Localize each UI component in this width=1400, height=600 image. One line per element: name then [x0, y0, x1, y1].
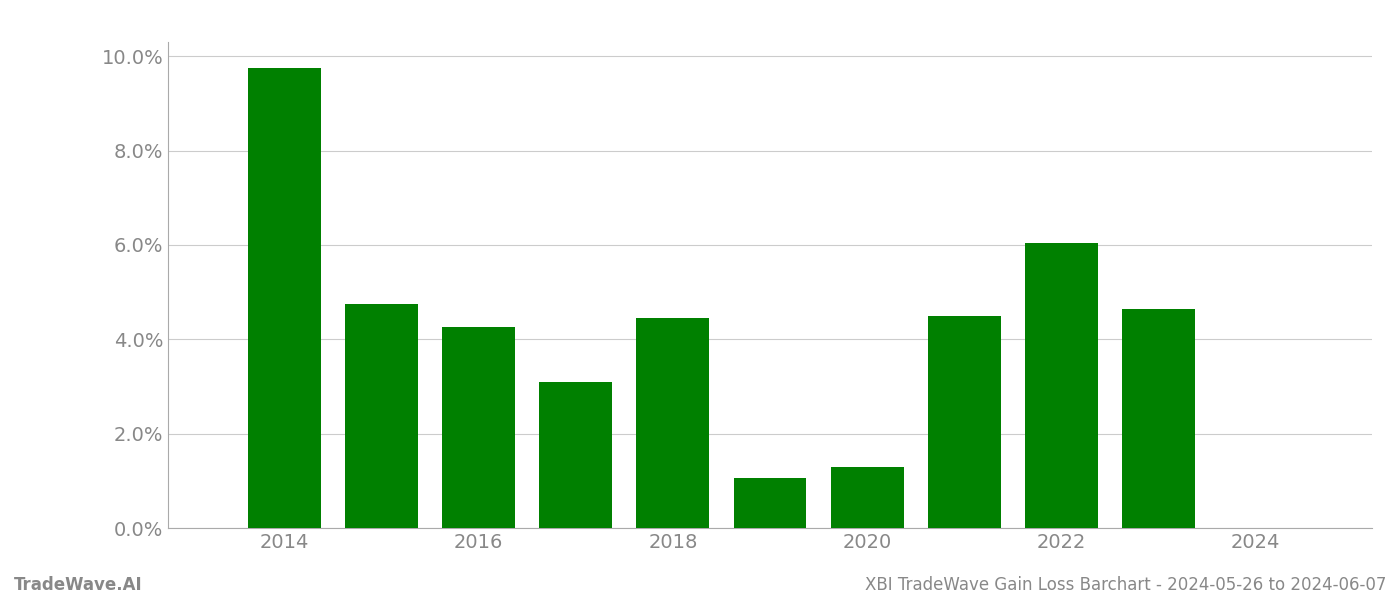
Bar — [734, 478, 806, 528]
Bar — [539, 382, 612, 528]
Bar — [637, 318, 710, 528]
Bar — [1025, 242, 1098, 528]
Bar — [248, 68, 321, 528]
Bar — [442, 328, 515, 528]
Text: XBI TradeWave Gain Loss Barchart - 2024-05-26 to 2024-06-07: XBI TradeWave Gain Loss Barchart - 2024-… — [865, 576, 1386, 594]
Bar — [346, 304, 419, 528]
Text: TradeWave.AI: TradeWave.AI — [14, 576, 143, 594]
Bar — [830, 467, 903, 528]
Bar — [1121, 308, 1194, 528]
Bar — [928, 316, 1001, 528]
